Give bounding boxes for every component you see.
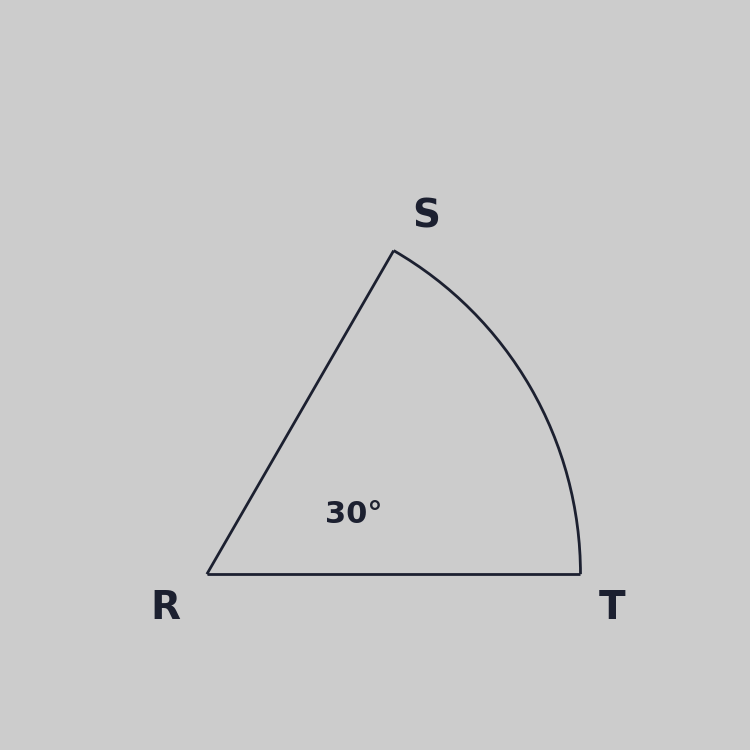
Text: S: S [413,198,440,236]
Text: 30°: 30° [326,500,382,529]
Text: R: R [151,589,181,627]
Text: T: T [599,589,625,627]
